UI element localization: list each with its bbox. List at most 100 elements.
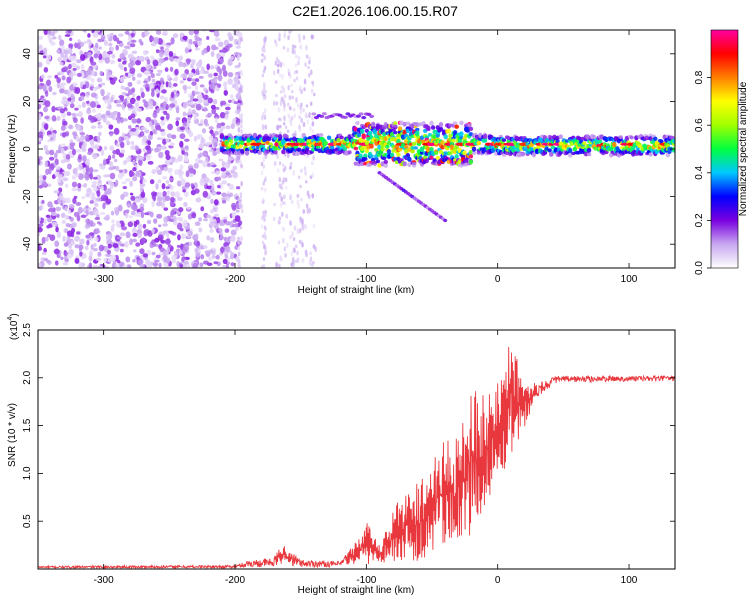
- spectrogram-ridge-cell: [597, 139, 603, 144]
- spectrogram-noise-cell: [101, 51, 107, 59]
- spectrogram-noise-cell: [105, 253, 112, 257]
- spectrogram-noise-cell: [95, 197, 102, 202]
- spectrogram-noise-cell: [224, 228, 230, 233]
- spectrogram-noise-cell: [85, 100, 90, 104]
- spectrogram-noise-cell: [113, 127, 120, 135]
- spectrogram-noise-cell: [100, 82, 106, 86]
- spectrogram-noise-cell: [260, 58, 264, 63]
- spectrogram-noise-cell: [75, 172, 80, 177]
- spectrogram-noise-cell: [170, 91, 175, 99]
- spectrogram-noise-cell: [100, 88, 105, 95]
- spectrogram-noise-cell: [125, 157, 131, 163]
- spectrogram-noise-cell: [164, 67, 169, 72]
- spectrogram-noise-cell: [82, 168, 86, 175]
- spectrogram-ridge-cell: [459, 120, 464, 126]
- spectrogram-noise-cell: [60, 147, 65, 155]
- spectrogram-noise-cell: [195, 61, 202, 69]
- spectrogram-ridge-cell: [293, 144, 299, 150]
- spectrogram-ridge-cell: [326, 135, 332, 141]
- spectrogram-noise-cell: [264, 187, 267, 193]
- spectrogram-noise-cell: [280, 196, 284, 202]
- spectrogram-noise-cell: [136, 211, 143, 218]
- spectrogram-noise-cell: [225, 193, 231, 199]
- spectrogram-noise-cell: [142, 51, 148, 56]
- spectrogram-noise-cell: [295, 96, 298, 103]
- spectrogram-noise-cell: [237, 126, 241, 133]
- spectrogram-noise-cell: [178, 55, 183, 61]
- spectrogram-noise-cell: [288, 95, 292, 101]
- spectrogram-noise-cell: [159, 128, 165, 132]
- spectrogram-noise-cell: [203, 87, 207, 92]
- spectrogram-noise-cell: [41, 251, 47, 256]
- spectrogram-noise-cell: [121, 181, 127, 185]
- spectrogram-noise-cell: [95, 257, 102, 261]
- spectrogram-ridge-cell: [438, 149, 444, 155]
- spectrogram-noise-cell: [47, 75, 52, 79]
- spectrogram-ridge-cell: [361, 135, 366, 140]
- spectrogram-noise-cell: [89, 220, 94, 227]
- spectrogram-noise-cell: [163, 252, 170, 256]
- spectrogram-noise-cell: [86, 91, 91, 95]
- spectrogram-noise-cell: [283, 94, 287, 99]
- spectrogram-noise-cell: [176, 180, 182, 187]
- spectrogram-ridge-cell: [501, 153, 507, 157]
- spectrogram-ridge-cell: [446, 128, 452, 134]
- spectrogram-ridge-cell: [591, 134, 597, 139]
- spectrogram-noise-cell: [86, 239, 90, 246]
- spectrogram-noise-cell: [118, 152, 125, 158]
- spectrogram-noise-cell: [302, 122, 306, 128]
- spectrogram-noise-cell: [302, 34, 306, 41]
- spectrogram-noise-cell: [161, 32, 168, 36]
- spectrogram-noise-cell: [166, 257, 171, 264]
- spectrogram-noise-cell: [179, 80, 185, 84]
- spectrogram-noise-cell: [129, 43, 136, 48]
- spectrogram-noise-cell: [264, 213, 268, 217]
- spectrogram-noise-cell: [105, 120, 111, 126]
- spectrogram-noise-cell: [262, 210, 265, 215]
- spectrogram-noise-cell: [99, 70, 104, 77]
- spectrogram-noise-cell: [150, 55, 154, 60]
- spectrogram-noise-cell: [106, 71, 111, 78]
- spectrogram-noise-cell: [310, 88, 314, 94]
- colorbar-tick-label: 0.2: [694, 213, 705, 227]
- spectrogram-noise-cell: [151, 228, 155, 234]
- spectrogram-noise-cell: [80, 117, 84, 124]
- spectrogram-noise-cell: [283, 32, 286, 39]
- spectrogram-noise-cell: [114, 206, 120, 212]
- spectrogram-noise-cell: [190, 59, 196, 64]
- spectrogram-noise-cell: [221, 197, 227, 202]
- spectrogram-noise-cell: [85, 234, 91, 239]
- spectrogram-noise-cell: [211, 255, 217, 259]
- spectrogram-noise-cell: [229, 94, 234, 99]
- spectrogram-noise-cell: [293, 44, 297, 49]
- spectrogram-noise-cell: [170, 191, 175, 197]
- spectrogram-noise-cell: [162, 190, 167, 197]
- spectrogram-noise-cell: [116, 99, 122, 104]
- spectrogram-ridge-cell: [265, 150, 270, 154]
- spectrogram-noise-cell: [38, 137, 43, 142]
- spectrogram-noise-cell: [215, 170, 220, 175]
- spectrogram-noise-cell: [197, 159, 203, 164]
- spectrogram-noise-cell: [103, 39, 108, 46]
- spectrogram-x-tick-label: -200: [225, 274, 245, 285]
- spectrogram-noise-cell: [262, 263, 266, 268]
- spectrogram-noise-cell: [206, 262, 213, 267]
- spectrogram-noise-cell: [120, 193, 125, 201]
- spectrogram-noise-cell: [109, 59, 116, 65]
- spectrogram-noise-cell: [197, 93, 203, 100]
- spectrogram-noise-cell: [234, 223, 239, 228]
- spectrogram-noise-cell: [61, 44, 65, 51]
- spectrogram-noise-cell: [163, 216, 168, 223]
- spectrogram-noise-cell: [192, 40, 198, 45]
- spectrogram-noise-cell: [240, 124, 243, 129]
- spectrogram-ridge-cell: [547, 148, 552, 153]
- spectrogram-ridge-cell: [386, 140, 392, 146]
- spectrogram-ridge-cell: [430, 125, 436, 130]
- spectrogram-noise-cell: [289, 165, 292, 170]
- spectrogram-noise-cell: [208, 257, 213, 261]
- spectrogram-noise-cell: [152, 242, 157, 247]
- spectrogram-noise-cell: [155, 254, 161, 259]
- spectrogram-ridge-cell: [336, 137, 341, 143]
- spectrogram-noise-cell: [43, 106, 48, 113]
- spectrogram-noise-cell: [92, 208, 99, 216]
